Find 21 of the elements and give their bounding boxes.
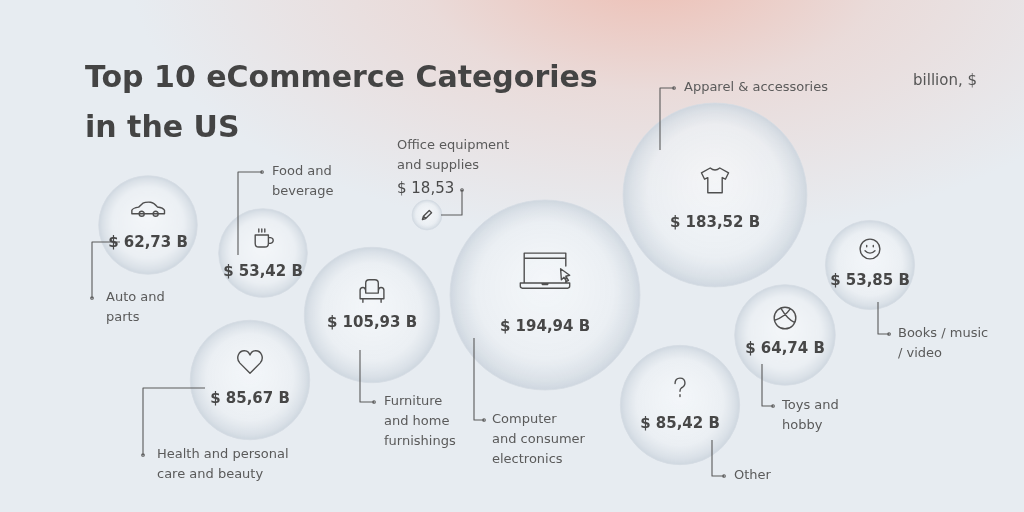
category-label: Other xyxy=(734,467,772,482)
category-label: Computer and consumer electronics xyxy=(492,411,586,466)
category-label: Furniture and home furnishings xyxy=(384,393,456,448)
data-label: $ 62,73 B xyxy=(108,233,188,251)
text: billion, $ xyxy=(913,71,977,89)
data-label: $ 53,85 B xyxy=(830,271,910,289)
category-label: Books / music / video xyxy=(898,325,989,360)
data-label: $ 53,42 B xyxy=(223,262,303,280)
category-label: Apparel & accessories xyxy=(684,79,829,94)
category-label: Health and personal care and beauty xyxy=(157,446,289,481)
data-label: $ 18,53 xyxy=(397,179,455,197)
data-label: $ 183,52 B xyxy=(669,213,761,231)
data-label: $ 85,67 B xyxy=(210,389,290,407)
category-label: Toys and hobby xyxy=(781,397,839,432)
data-label: $ 194,94 B xyxy=(499,317,591,335)
data-label: $ 105,93 B xyxy=(326,313,418,331)
category-label: Food and beverage xyxy=(272,163,334,198)
category-label: Auto and parts xyxy=(106,289,165,324)
data-label: $ 85,42 B xyxy=(640,414,720,432)
data-label: $ 64,74 B xyxy=(745,339,825,357)
category-label: Office equipment and supplies xyxy=(397,137,510,172)
